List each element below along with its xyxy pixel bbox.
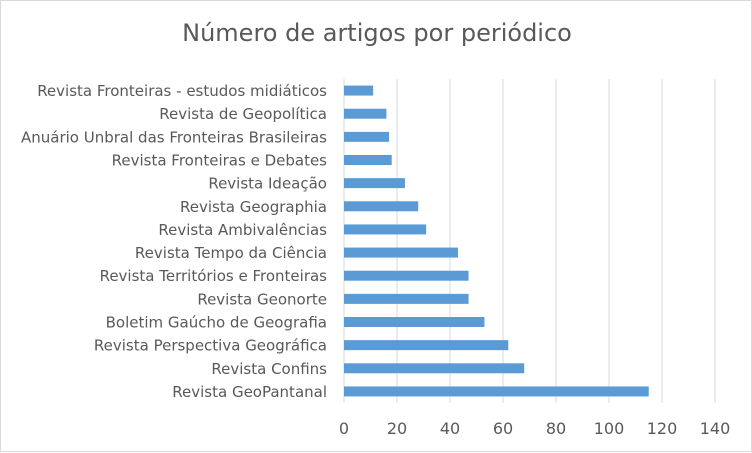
x-tick-label: 140 [700, 419, 731, 438]
category-label: Boletim Gaúcho de Geografia [106, 314, 327, 332]
x-tick-label: 0 [339, 419, 349, 438]
bar [344, 363, 525, 374]
category-label: Revista Ambivalências [158, 221, 327, 239]
x-tick-label: 20 [387, 419, 407, 438]
bars [344, 85, 649, 397]
bar [344, 293, 469, 304]
bar [344, 131, 390, 142]
bar [344, 108, 387, 119]
bar [344, 201, 419, 212]
x-tick-labels: 0 20 40 60 80 100 120 140 [339, 419, 730, 438]
bar [344, 224, 427, 235]
chart-title: Número de artigos por periódico [182, 19, 572, 47]
x-tick-label: 100 [594, 419, 625, 438]
bar [344, 386, 649, 397]
bar [344, 340, 509, 351]
bar [344, 247, 458, 258]
x-tick-label: 80 [546, 419, 566, 438]
category-label: Anuário Unbral das Fronteiras Brasileira… [21, 128, 327, 146]
x-tick-label: 120 [647, 419, 678, 438]
bar [344, 178, 405, 189]
category-labels: Revista Fronteiras - estudos midiáticos R… [21, 82, 327, 401]
category-label: Revista Geographia [180, 198, 327, 216]
bar [344, 270, 469, 281]
category-label: Revista Territórios e Fronteiras [100, 267, 328, 285]
category-label: Revista Fronteiras - estudos midiáticos [37, 82, 327, 100]
category-label: Revista Perspectiva Geográfica [94, 337, 327, 355]
category-label: Revista Tempo da Ciência [135, 244, 327, 262]
category-label: Revista Fronteiras e Debates [112, 152, 328, 170]
bar [344, 85, 374, 96]
bar [344, 155, 392, 165]
x-tick-label: 60 [493, 419, 513, 438]
category-label: Revista Ideação [208, 175, 327, 193]
bar [344, 317, 485, 327]
category-label: Revista Confins [211, 360, 327, 378]
x-tick-label: 40 [440, 419, 460, 438]
gridlines [343, 79, 716, 403]
category-label: Revista de Geopolítica [159, 105, 327, 123]
category-label: Revista GeoPantanal [172, 383, 327, 401]
category-label: Revista Geonorte [197, 290, 327, 308]
